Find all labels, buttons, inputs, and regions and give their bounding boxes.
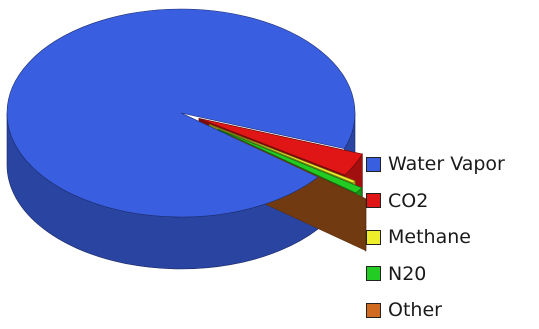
legend-swatch-water-vapor xyxy=(366,157,381,172)
legend-label-co2: CO2 xyxy=(388,190,428,212)
legend-label-methane: Methane xyxy=(388,226,471,248)
legend-swatch-n20 xyxy=(366,266,381,281)
legend-label-water-vapor: Water Vapor xyxy=(388,153,505,175)
chart-legend: Water Vapor CO2 Methane N20 Other xyxy=(366,146,505,329)
legend-swatch-other xyxy=(366,303,381,318)
legend-item-methane: Methane xyxy=(366,219,505,256)
legend-swatch-co2 xyxy=(366,193,381,208)
legend-item-co2: CO2 xyxy=(366,183,505,220)
legend-item-n20: N20 xyxy=(366,256,505,293)
legend-label-n20: N20 xyxy=(388,263,426,285)
legend-item-other: Other xyxy=(366,292,505,329)
legend-swatch-methane xyxy=(366,230,381,245)
slice-water-vapor xyxy=(7,9,355,217)
legend-label-other: Other xyxy=(388,299,442,321)
legend-item-water-vapor: Water Vapor xyxy=(366,146,505,183)
